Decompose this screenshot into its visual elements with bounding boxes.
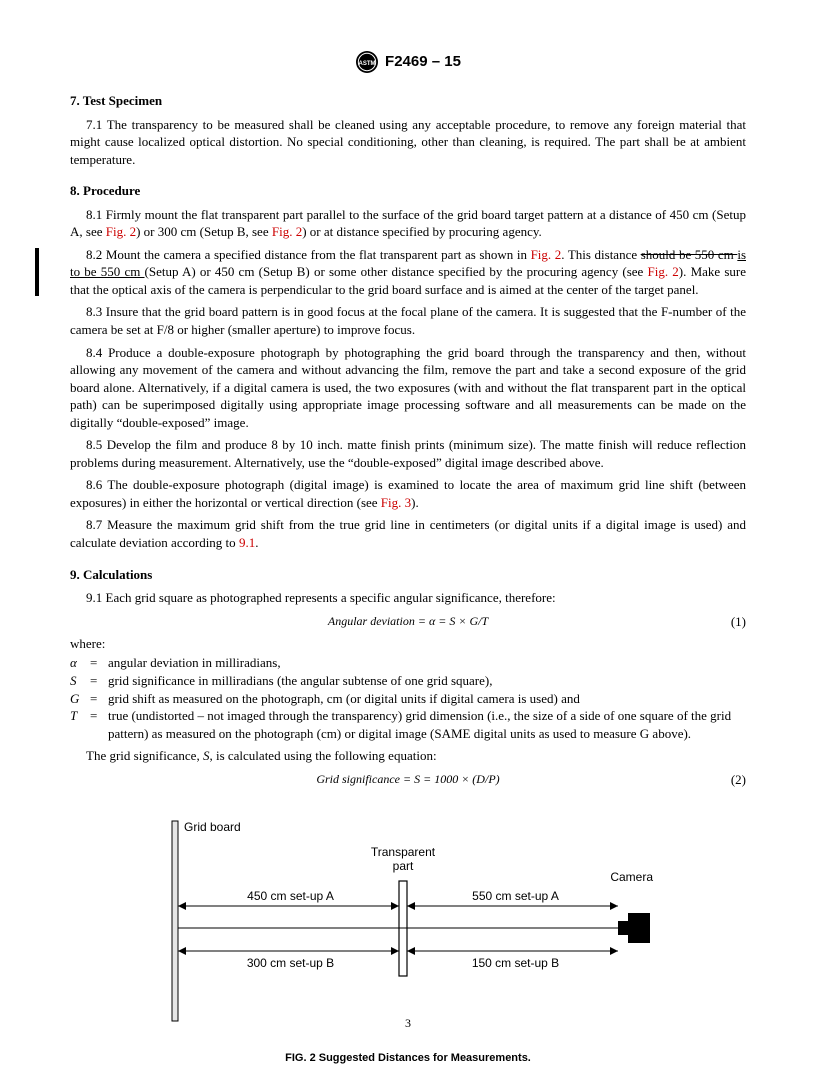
equation-1-number: (1) bbox=[731, 613, 746, 631]
designation-text: F2469 – 15 bbox=[385, 53, 461, 70]
figure-2-caption: FIG. 2 Suggested Distances for Measureme… bbox=[70, 1051, 746, 1066]
svg-text:300 cm set-up B: 300 cm set-up B bbox=[247, 956, 334, 970]
gridsig-text-a: The grid significance, bbox=[86, 748, 203, 763]
fig3-ref: Fig. 3 bbox=[381, 495, 411, 510]
def-text: grid significance in milliradians (the a… bbox=[108, 672, 746, 690]
equation-2: Grid significance = S = 1000 × (D/P) (2) bbox=[70, 771, 746, 787]
definitions-list: α = angular deviation in milliradians,S … bbox=[70, 654, 746, 742]
para-8-6: 8.6 The double-exposure photograph (digi… bbox=[70, 476, 746, 511]
def-equals: = bbox=[90, 672, 108, 690]
para-8-2-text: 8.2 Mount the camera a specified distanc… bbox=[86, 247, 531, 262]
para-8-2-text3: (Setup A) or 450 cm (Setup B) or some ot… bbox=[145, 264, 648, 279]
section-9-heading: 9. Calculations bbox=[70, 566, 746, 584]
section-8-heading: 8. Procedure bbox=[70, 182, 746, 200]
grid-significance-intro: The grid significance, S, is calculated … bbox=[70, 747, 746, 765]
equation-2-text: Grid significance = S = 1000 × (D/P) bbox=[316, 772, 499, 786]
fig2-ref: Fig. 2 bbox=[648, 264, 679, 279]
para-8-3: 8.3 Insure that the grid board pattern i… bbox=[70, 303, 746, 338]
para-7-1: 7.1 The transparency to be measured shal… bbox=[70, 116, 746, 169]
def-symbol: S bbox=[70, 672, 90, 690]
deleted-text: should be 550 cm bbox=[641, 247, 738, 262]
def-symbol: T bbox=[70, 707, 90, 742]
sec91-ref: 9.1 bbox=[239, 535, 255, 550]
para-8-4: 8.4 Produce a double-exposure photograph… bbox=[70, 344, 746, 432]
para-8-5: 8.5 Develop the film and produce 8 by 10… bbox=[70, 436, 746, 471]
page-header: ASTM F2469 – 15 bbox=[70, 50, 746, 74]
svg-text:Camera: Camera bbox=[610, 870, 653, 884]
para-8-2: 8.2 Mount the camera a specified distanc… bbox=[70, 246, 746, 299]
gridsig-text-b: , is calculated using the following equa… bbox=[209, 748, 436, 763]
def-text: grid shift as measured on the photograph… bbox=[108, 690, 746, 708]
para-8-6-text2: ). bbox=[411, 495, 419, 510]
def-text: angular deviation in milliradians, bbox=[108, 654, 746, 672]
def-symbol: G bbox=[70, 690, 90, 708]
equation-2-number: (2) bbox=[731, 771, 746, 789]
section-7-heading: 7. Test Specimen bbox=[70, 92, 746, 110]
astm-logo-icon: ASTM bbox=[355, 50, 379, 74]
def-text: true (undistorted – not imaged through t… bbox=[108, 707, 746, 742]
para-8-2-text2: . This distance bbox=[561, 247, 640, 262]
para-9-1: 9.1 Each grid square as photographed rep… bbox=[70, 589, 746, 607]
para-8-7: 8.7 Measure the maximum grid shift from … bbox=[70, 516, 746, 551]
svg-text:ASTM: ASTM bbox=[359, 61, 376, 67]
def-equals: = bbox=[90, 654, 108, 672]
def-equals: = bbox=[90, 690, 108, 708]
para-8-1: 8.1 Firmly mount the flat transparent pa… bbox=[70, 206, 746, 241]
equation-1: Angular deviation = α = S × G/T (1) bbox=[70, 613, 746, 629]
para-8-7-text: 8.7 Measure the maximum grid shift from … bbox=[70, 517, 746, 550]
fig2-ref: Fig. 2 bbox=[531, 247, 562, 262]
para-8-1-text3: ) or at distance specified by procuring … bbox=[302, 224, 542, 239]
svg-text:450 cm set-up A: 450 cm set-up A bbox=[247, 889, 334, 903]
para-8-1-text2: ) or 300 cm (Setup B, see bbox=[136, 224, 272, 239]
figure-2-diagram: Grid board Transparentpart Camera 450 cm se… bbox=[148, 801, 668, 1031]
svg-text:part: part bbox=[393, 859, 414, 873]
page-number: 3 bbox=[0, 1015, 816, 1031]
svg-text:Transparent: Transparent bbox=[371, 845, 436, 859]
svg-text:Grid board: Grid board bbox=[184, 820, 241, 834]
def-equals: = bbox=[90, 707, 108, 742]
equation-1-text: Angular deviation = α = S × G/T bbox=[328, 614, 488, 628]
where-label: where: bbox=[70, 635, 746, 653]
def-symbol: α bbox=[70, 654, 90, 672]
para-8-7-text2: . bbox=[255, 535, 258, 550]
fig2-ref: Fig. 2 bbox=[272, 224, 302, 239]
svg-text:150 cm set-up B: 150 cm set-up B bbox=[472, 956, 559, 970]
svg-text:550 cm set-up A: 550 cm set-up A bbox=[472, 889, 559, 903]
fig2-ref: Fig. 2 bbox=[106, 224, 136, 239]
